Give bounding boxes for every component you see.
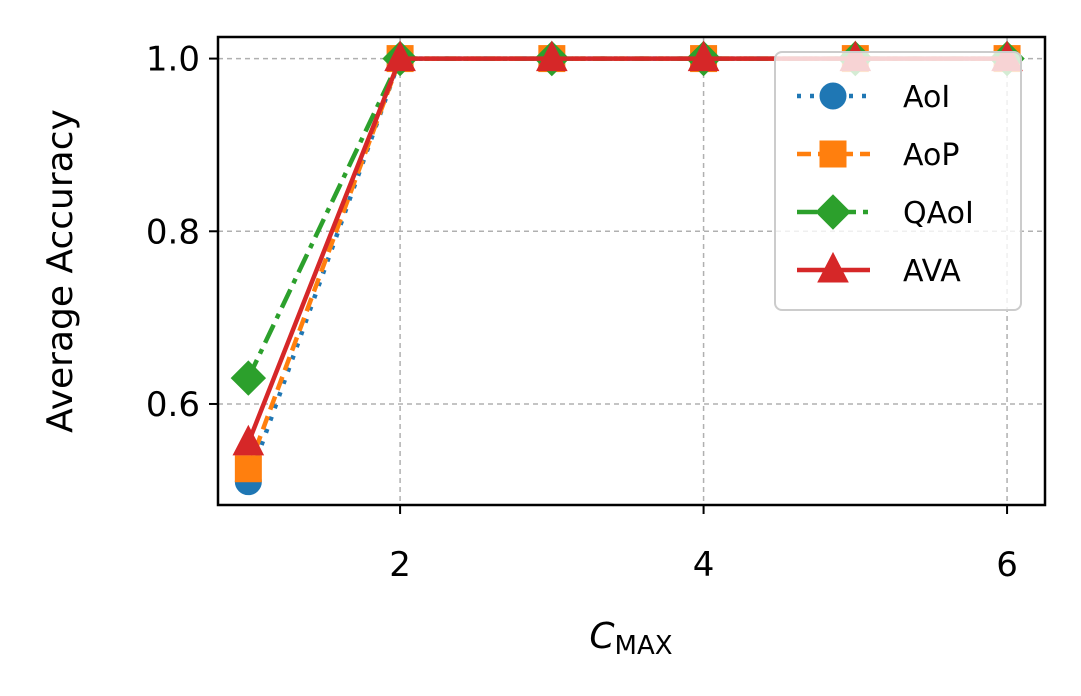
- x-tick-label: 4: [693, 545, 715, 585]
- x-tick-label: 2: [389, 545, 411, 585]
- y-tick-label: 0.8: [146, 212, 200, 252]
- plot-frame: [216, 35, 1047, 507]
- legend-marker: [817, 251, 849, 283]
- legend-item-aoi: AoI: [797, 80, 950, 115]
- legend: AoI AoP QAoI AVA: [774, 51, 1022, 311]
- legend-label: AoP: [903, 138, 959, 173]
- legend-box: [774, 51, 1022, 311]
- y-tick-label: 1.0: [146, 40, 200, 80]
- y-axis-label: Average Accuracy: [40, 109, 81, 433]
- y-tick-label: 0.6: [146, 385, 200, 425]
- legend-label: QAoI: [903, 196, 974, 231]
- ticks: 2 4 6 0.6 0.8 1.0: [146, 40, 1018, 585]
- legend-item-qaoi: QAoI: [797, 194, 974, 231]
- legend-label: AoI: [903, 80, 950, 115]
- data-point: [232, 424, 265, 456]
- legend-item-ava: AVA: [797, 251, 961, 289]
- x-axis-label-main: C: [589, 616, 615, 657]
- legend-marker: [819, 82, 847, 110]
- x-axis-label: CMAX: [589, 616, 672, 661]
- legend-marker: [819, 140, 847, 168]
- x-tick-label: 6: [996, 545, 1018, 585]
- data-point: [536, 40, 568, 72]
- data-point: [234, 455, 262, 483]
- data-point: [687, 40, 720, 72]
- legend-item-aop: AoP: [797, 138, 959, 173]
- legend-marker: [815, 194, 851, 230]
- legend-label: AVA: [903, 254, 961, 289]
- data-point: [384, 40, 416, 72]
- data-point: [230, 360, 267, 396]
- x-axis-label-sub: MAX: [615, 631, 673, 661]
